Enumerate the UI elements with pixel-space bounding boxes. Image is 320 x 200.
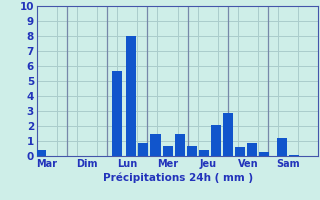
Bar: [289, 154, 299, 156]
Bar: [126, 36, 136, 156]
Bar: [175, 134, 185, 156]
Bar: [277, 138, 287, 156]
Bar: [187, 146, 197, 156]
Bar: [36, 150, 46, 156]
Bar: [223, 112, 233, 156]
Bar: [247, 142, 257, 156]
Bar: [112, 71, 122, 156]
Bar: [138, 142, 148, 156]
Bar: [150, 134, 161, 156]
Bar: [211, 124, 221, 156]
X-axis label: Précipitations 24h ( mm ): Précipitations 24h ( mm ): [102, 173, 253, 183]
Bar: [199, 150, 209, 156]
Bar: [259, 152, 269, 156]
Bar: [235, 147, 245, 156]
Bar: [163, 146, 172, 156]
